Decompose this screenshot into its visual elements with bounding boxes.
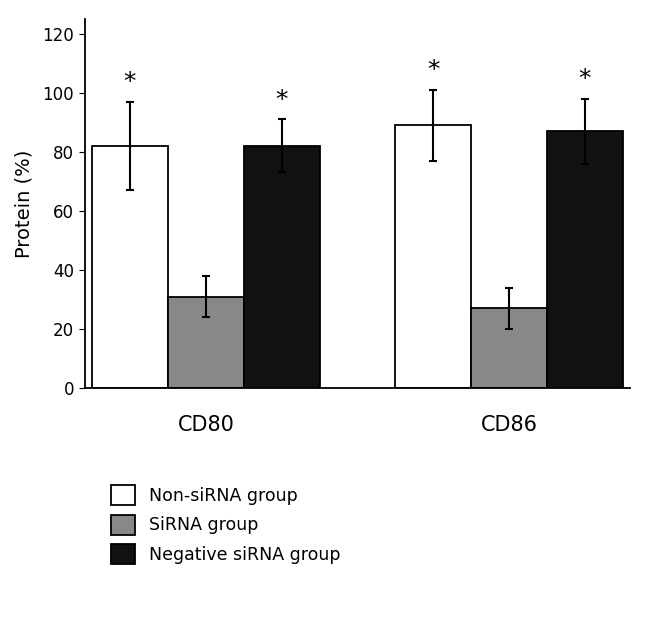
Bar: [244, 146, 320, 388]
Bar: [547, 131, 623, 388]
Text: *: *: [276, 88, 288, 112]
Text: *: *: [427, 58, 439, 82]
Text: CD86: CD86: [480, 414, 538, 434]
Text: *: *: [578, 67, 592, 91]
Text: *: *: [124, 70, 136, 94]
Text: CD80: CD80: [177, 414, 234, 434]
Bar: [168, 297, 244, 388]
Bar: [471, 309, 547, 388]
Y-axis label: Protein (%): Protein (%): [15, 149, 34, 258]
Bar: [395, 125, 471, 388]
Bar: [92, 146, 168, 388]
Legend: Non-siRNA group, SiRNA group, Negative siRNA group: Non-siRNA group, SiRNA group, Negative s…: [104, 478, 348, 571]
